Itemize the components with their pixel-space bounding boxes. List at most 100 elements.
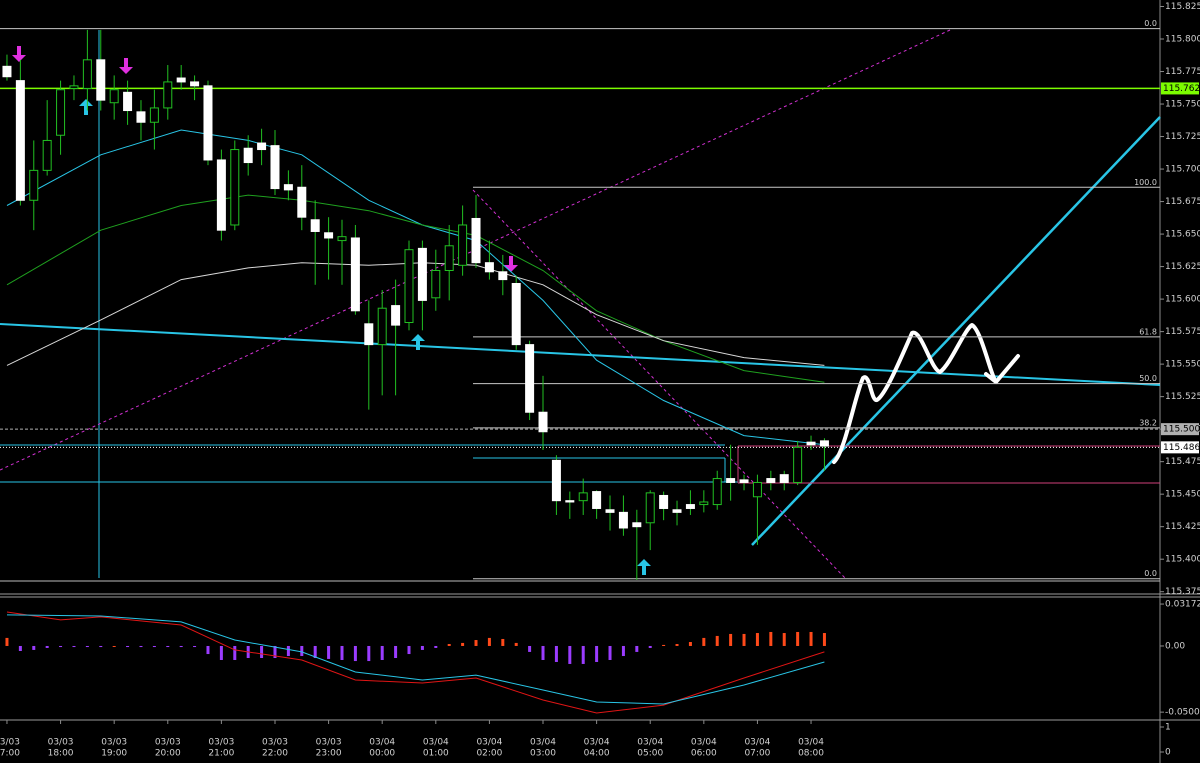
x-tick-date: 03/04: [798, 738, 824, 748]
candle-body: [203, 85, 213, 161]
buy-arrow: [411, 334, 425, 350]
histogram-bar: [313, 645, 317, 659]
candle-body: [404, 249, 414, 324]
y-tick-label: 115.650: [1165, 230, 1200, 240]
x-tick-date: 03/04: [637, 738, 663, 748]
y-tick-label: 115.525: [1165, 392, 1200, 402]
candle-body: [712, 478, 722, 506]
y-tick-label: 115.775: [1165, 67, 1200, 77]
y-tick-label: 0.03172: [1165, 600, 1200, 610]
histogram-bar: [822, 633, 826, 646]
histogram-bar: [514, 642, 518, 646]
x-tick-date: 03/04: [369, 738, 395, 748]
candle-body: [471, 217, 481, 264]
candle-body: [498, 271, 508, 281]
candle-body: [69, 85, 79, 89]
candle-body: [793, 446, 803, 483]
histogram-bar: [179, 645, 183, 648]
x-tick-time: 23:00: [316, 749, 342, 759]
histogram-bar: [139, 645, 143, 648]
y-tick-label: 115.375: [1165, 587, 1200, 597]
histogram-bar: [595, 645, 599, 662]
candle-body: [458, 224, 468, 266]
x-tick-date: 03/04: [744, 738, 770, 748]
histogram-bar: [621, 645, 625, 657]
x-tick-date: 03/03: [0, 738, 20, 748]
candle-body: [310, 219, 320, 232]
histogram-bar: [72, 645, 76, 648]
histogram-bar: [367, 645, 371, 662]
x-tick-time: 18:00: [48, 749, 74, 759]
candle-body: [257, 142, 267, 151]
histogram-bar: [219, 645, 223, 660]
x-tick-time: 17:00: [0, 749, 20, 759]
x-tick-date: 03/03: [155, 738, 181, 748]
price-tag: [1161, 82, 1199, 95]
candle-body: [672, 509, 682, 513]
histogram-bar: [286, 645, 290, 657]
y-tick-label: 0.00: [1165, 641, 1185, 651]
x-tick-time: 08:00: [798, 749, 824, 759]
histogram-bar: [648, 645, 652, 648]
price-tag-label: 115.762: [1163, 84, 1200, 94]
histogram-bar: [407, 645, 411, 655]
candle-body: [417, 247, 427, 301]
candle-body: [632, 522, 642, 528]
buy-arrow: [637, 559, 651, 575]
histogram-bar: [260, 645, 264, 659]
candle-body: [752, 481, 762, 498]
histogram-bar: [755, 633, 759, 646]
histogram-bar: [99, 645, 103, 648]
candle-body: [230, 149, 240, 226]
y-tick-label: -0.05005: [1165, 708, 1200, 718]
y-tick-label: 115.700: [1165, 165, 1200, 175]
candle-body: [726, 478, 736, 483]
fib-label: 100.0: [1134, 178, 1157, 187]
candle-body: [699, 501, 709, 506]
histogram-bar: [206, 645, 210, 655]
candle-body: [806, 441, 816, 446]
x-tick-date: 03/04: [691, 738, 717, 748]
histogram-bar: [528, 645, 532, 652]
y-tick-label: 115.600: [1165, 295, 1200, 305]
fib-label: 61.8: [1139, 327, 1157, 336]
candle-body: [592, 491, 602, 509]
y-tick-label: 115.825: [1165, 2, 1200, 12]
candle-body: [56, 89, 66, 136]
candle-body: [391, 305, 401, 326]
histogram-bar: [796, 631, 800, 646]
x-tick-date: 03/03: [48, 738, 74, 748]
histogram-bar: [434, 645, 438, 648]
y-tick-label: 115.400: [1165, 555, 1200, 565]
histogram-bar: [327, 645, 331, 659]
candle-body: [578, 492, 588, 502]
histogram-bar: [608, 645, 612, 660]
y-tick-label: 115.475: [1165, 457, 1200, 467]
histogram-bar: [394, 645, 398, 659]
candle-body: [484, 262, 494, 273]
indicator-line: [6, 614, 825, 705]
histogram-bar: [688, 642, 692, 646]
candle-body: [659, 494, 669, 509]
histogram-bar: [18, 645, 22, 652]
price-tag: [1161, 441, 1199, 454]
candle-body: [444, 245, 454, 271]
candle-body: [270, 145, 280, 190]
histogram-bar: [501, 638, 505, 646]
x-tick-date: 03/03: [101, 738, 127, 748]
trend-line: [0, 323, 1161, 386]
x-tick-date: 03/04: [476, 738, 502, 748]
histogram-bar: [729, 633, 733, 646]
candle-body: [350, 237, 360, 312]
histogram-bar: [340, 645, 344, 660]
y-tick-label: 115.750: [1165, 100, 1200, 110]
y-tick-label: 115.425: [1165, 522, 1200, 532]
candle-body: [149, 107, 159, 123]
candle-body: [243, 147, 253, 164]
histogram-bar: [702, 637, 706, 646]
histogram-bar: [233, 645, 237, 660]
candle-body: [324, 232, 334, 239]
candle-body: [431, 269, 441, 299]
candle-body: [779, 474, 789, 483]
candle-body: [29, 169, 39, 201]
